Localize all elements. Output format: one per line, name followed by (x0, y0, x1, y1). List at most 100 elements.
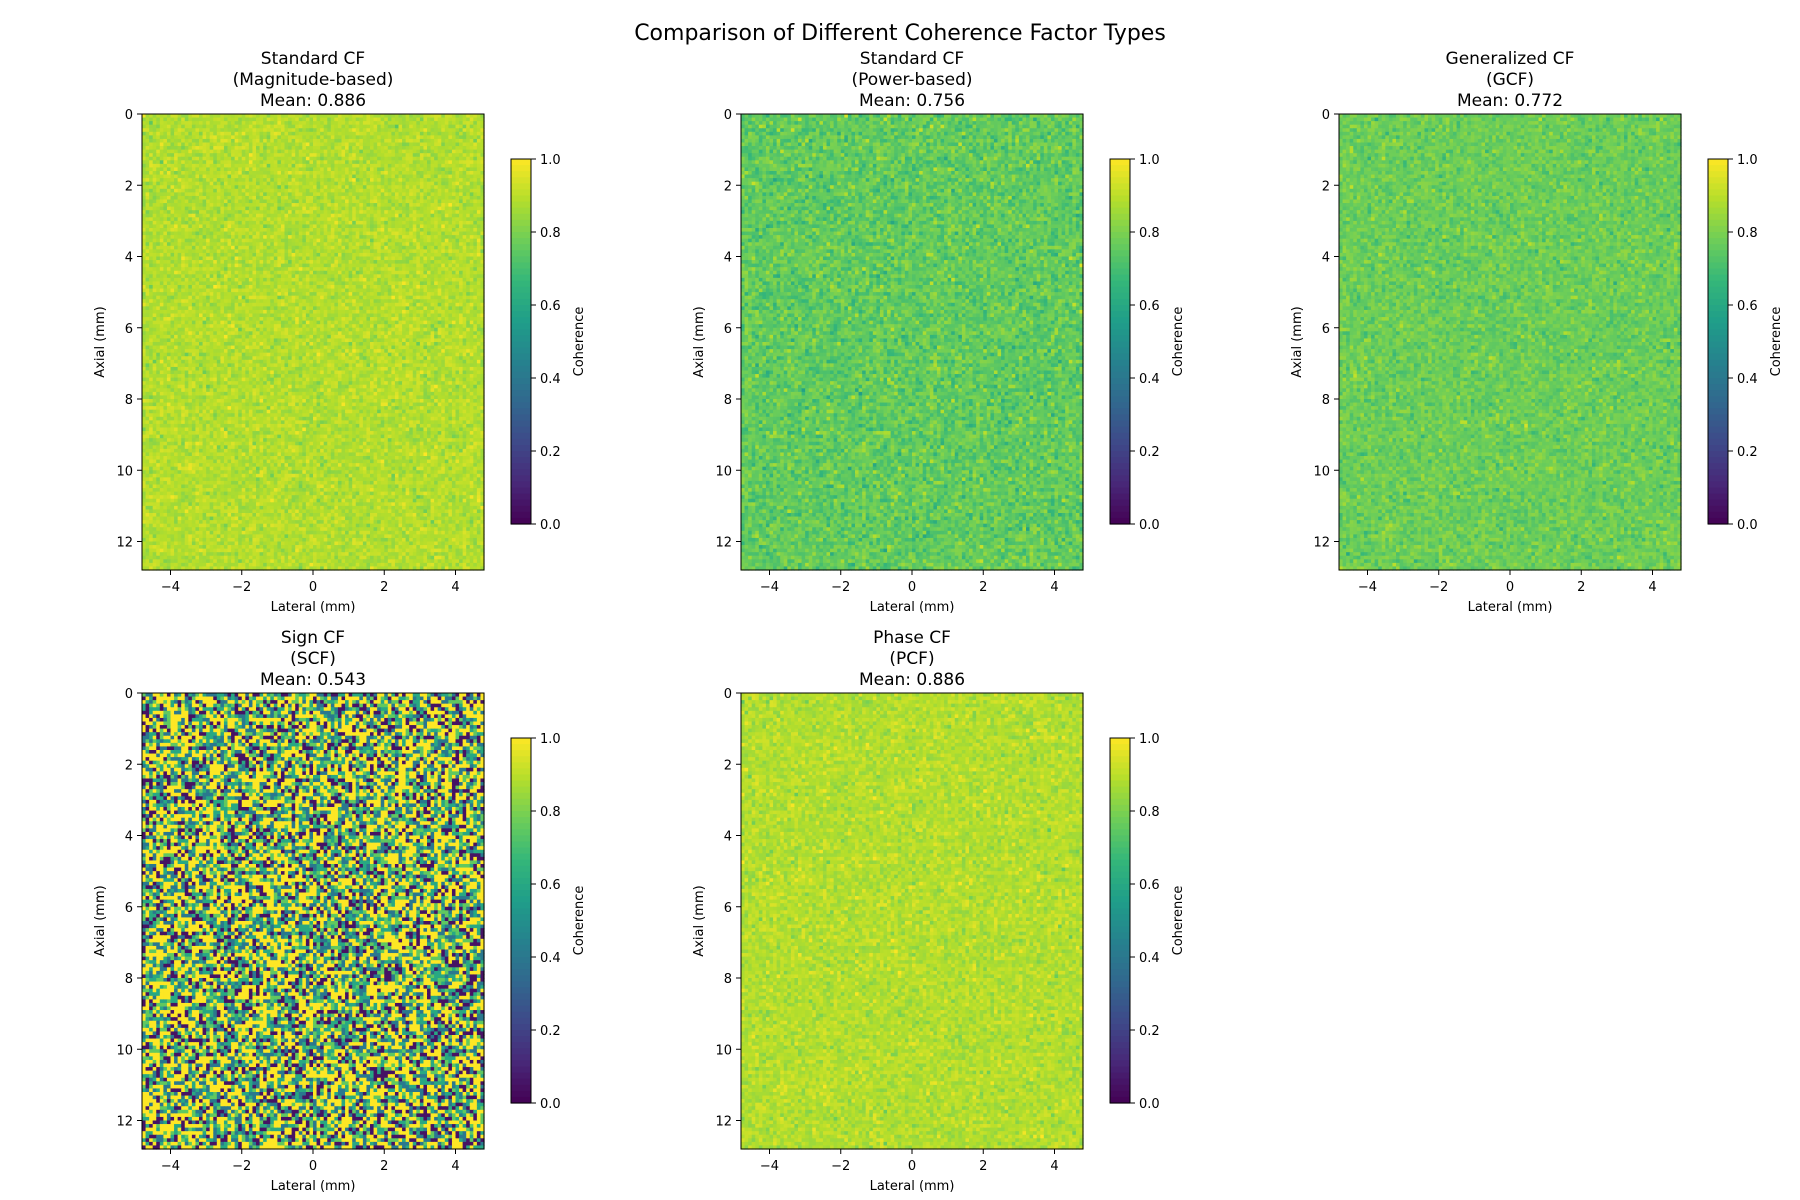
colorbar-tick-label: 0.8 (1139, 805, 1160, 820)
subplot-title-line: Phase CF (873, 628, 951, 648)
x-tick-label: 4 (451, 580, 459, 595)
y-tick-label: 4 (125, 251, 133, 266)
x-tick-label: −2 (831, 580, 850, 595)
subplot-title-line: (Power-based) (851, 70, 972, 90)
subplot-title-line: Generalized CF (1446, 49, 1575, 69)
y-tick-label: 10 (116, 464, 133, 479)
y-tick-label: 6 (125, 901, 133, 916)
colorbar-tick-label: 0.2 (540, 1024, 561, 1039)
colorbar-tick-label: 0.0 (540, 518, 561, 533)
y-axis-label: Axial (mm) (1290, 306, 1305, 377)
x-tick-label: 2 (979, 1159, 987, 1174)
y-tick-label: 2 (724, 179, 732, 194)
subplot-5: Phase CF(PCF)Mean: 0.886−4 −2 0 2 4024681012… (692, 628, 1186, 1194)
y-tick-label: 2 (724, 758, 732, 773)
subplot-3: Generalized CF(GCF)Mean: 0.772−4 −2 0 2 4024… (1290, 49, 1784, 615)
x-tick-label: 2 (1577, 580, 1585, 595)
y-tick-label: 6 (1322, 322, 1330, 337)
x-tick-label: −2 (232, 1159, 251, 1174)
y-tick-label: 8 (125, 393, 133, 408)
subplot-grid: Standard CF(Magnitude-based)Mean: 0.886−… (93, 49, 1784, 1194)
y-tick-label: 8 (724, 393, 732, 408)
y-tick-label: 0 (125, 108, 133, 123)
x-tick-label: −4 (161, 580, 180, 595)
subplot-title-line: Mean: 0.772 (1457, 91, 1563, 111)
colorbar-tick-label: 0.2 (540, 445, 561, 460)
heatmap-cells (142, 693, 485, 1150)
y-axis-label: Axial (mm) (93, 885, 108, 956)
x-tick-label: 0 (309, 580, 317, 595)
y-tick-label: 12 (715, 1115, 732, 1130)
x-tick-label: 4 (1050, 580, 1058, 595)
y-tick-label: 2 (1322, 179, 1330, 194)
colorbar-tick-label: 0.8 (540, 226, 561, 241)
x-tick-label: 0 (908, 1159, 916, 1174)
colorbar-label: Coherence (1171, 886, 1186, 956)
colorbar-tick-label: 0.0 (1139, 518, 1160, 533)
colorbar-tick-label: 0.6 (1737, 299, 1758, 314)
x-axis-label: Lateral (mm) (271, 1179, 356, 1194)
x-axis-label: Lateral (mm) (870, 1179, 955, 1194)
x-axis-label: Lateral (mm) (1468, 600, 1553, 615)
x-tick-label: −2 (831, 1159, 850, 1174)
y-axis-label: Axial (mm) (93, 306, 108, 377)
colorbar-tick-label: 0.8 (1737, 226, 1758, 241)
subplot-title-line: Mean: 0.886 (260, 91, 366, 111)
y-tick-label: 0 (724, 687, 732, 702)
y-tick-label: 0 (1322, 108, 1330, 123)
subplot-4: Sign CF(SCF)Mean: 0.543−4 −2 0 2 4024681012L… (93, 628, 587, 1194)
x-tick-label: 0 (1506, 580, 1514, 595)
y-tick-label: 2 (125, 179, 133, 194)
x-tick-label: −4 (760, 580, 779, 595)
y-tick-label: 6 (724, 901, 732, 916)
colorbar-label: Coherence (572, 307, 587, 377)
colorbar-tick-label: 1.0 (1737, 153, 1758, 168)
y-tick-label: 10 (1313, 464, 1330, 479)
x-tick-label: 2 (380, 1159, 388, 1174)
x-tick-label: −4 (161, 1159, 180, 1174)
x-tick-label: 2 (380, 580, 388, 595)
subplot-title-line: (SCF) (290, 649, 336, 669)
colorbar-tick-label: 0.0 (1737, 518, 1758, 533)
x-tick-label: 0 (309, 1159, 317, 1174)
subplot-title-line: (GCF) (1486, 70, 1534, 90)
y-tick-label: 6 (724, 322, 732, 337)
colorbar-tick-label: 0.4 (540, 372, 561, 387)
subplot-title-line: Standard CF (860, 49, 964, 69)
subplot-1: Standard CF(Magnitude-based)Mean: 0.886−… (93, 49, 587, 615)
colorbar-tick-label: 1.0 (540, 153, 561, 168)
colorbar-label: Coherence (1171, 307, 1186, 377)
x-axis-label: Lateral (mm) (870, 600, 955, 615)
x-tick-label: 2 (979, 580, 987, 595)
y-tick-label: 4 (1322, 251, 1330, 266)
y-tick-label: 12 (715, 536, 732, 551)
x-tick-label: 4 (1050, 1159, 1058, 1174)
colorbar-tick-label: 0.0 (540, 1097, 561, 1112)
colorbar-tick-label: 0.6 (1139, 878, 1160, 893)
subplot-title-line: (PCF) (889, 649, 934, 669)
x-tick-label: −2 (232, 580, 251, 595)
y-tick-label: 8 (724, 972, 732, 987)
colorbar-tick-label: 0.8 (540, 805, 561, 820)
subplot-title-line: Mean: 0.886 (859, 670, 965, 690)
subplot-title-line: Mean: 0.543 (260, 670, 366, 690)
subplot-title-line: (Magnitude-based) (233, 70, 394, 90)
x-tick-label: −4 (760, 1159, 779, 1174)
colorbar-label: Coherence (1769, 307, 1784, 377)
y-tick-label: 12 (116, 1115, 133, 1130)
y-tick-label: 6 (125, 322, 133, 337)
x-axis-label: Lateral (mm) (271, 600, 356, 615)
y-tick-label: 4 (724, 830, 732, 845)
y-axis-label: Axial (mm) (692, 885, 707, 956)
colorbar-tick-label: 0.6 (1139, 299, 1160, 314)
subplot-title-line: Mean: 0.756 (859, 91, 965, 111)
colorbar-tick-label: 1.0 (540, 732, 561, 747)
y-tick-label: 10 (116, 1043, 133, 1058)
x-tick-label: 4 (1648, 580, 1656, 595)
heatmap-cells (142, 114, 485, 571)
subplot-2: Standard CF(Power-based)Mean: 0.756 −4 −2 0… (692, 49, 1186, 615)
